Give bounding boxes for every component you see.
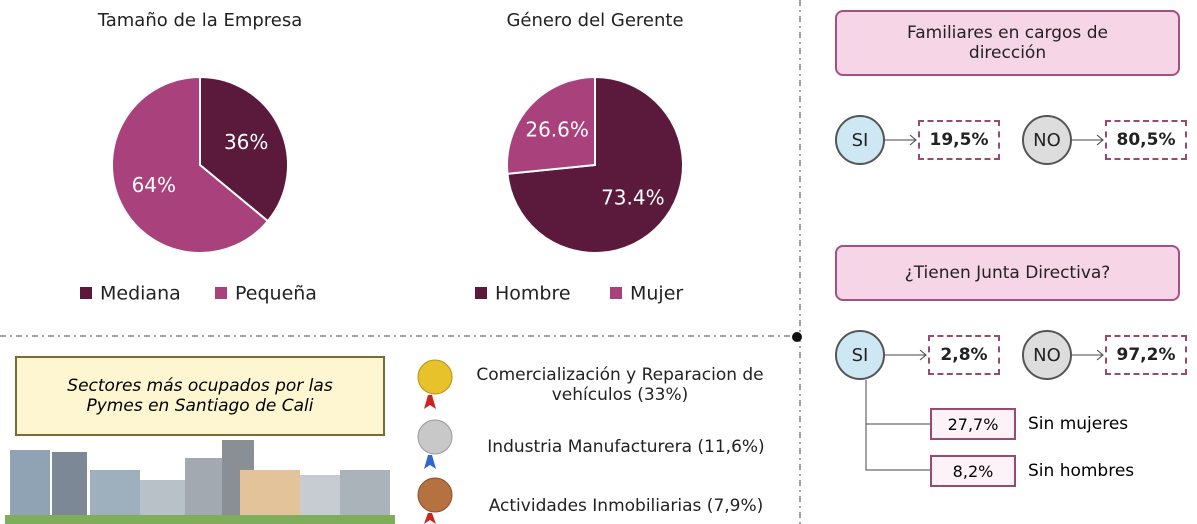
slice-label: 73.4% — [601, 186, 665, 210]
yes-circle: SI — [835, 115, 885, 165]
arrows — [865, 134, 1104, 471]
legend-swatch — [475, 287, 487, 299]
no-value: 80,5% — [1105, 120, 1187, 160]
yes-value: 2,8% — [928, 335, 1000, 375]
yes-value: 19,5% — [918, 120, 1000, 160]
chart-title: Tamaño de la Empresa — [97, 10, 303, 31]
sector: Actividades Inmobiliarias (7,9%) — [488, 496, 764, 516]
sub-label: Sin mujeres — [1028, 414, 1129, 434]
slice-label: 26.6% — [525, 117, 589, 141]
yes-circle: SI — [835, 330, 885, 380]
legend-label: Mujer — [630, 283, 683, 305]
sector: Comercialización y Reparacion de vehícul… — [476, 365, 764, 405]
sectors-title: Sectores más ocupados por las Pymes en S… — [15, 356, 385, 436]
dot — [792, 332, 802, 342]
sub-label: Sin hombres — [1028, 461, 1135, 481]
sector: Industria Manufacturera (11,6%) — [487, 437, 765, 457]
slice-label: 64% — [132, 173, 176, 197]
chart-title: Género del Gerente — [506, 10, 684, 31]
legend-swatch — [80, 287, 92, 299]
legend-label: Pequeña — [235, 283, 317, 305]
question: Familiares en cargos de dirección — [835, 10, 1180, 76]
sub-value: 27,7% — [930, 408, 1016, 440]
legend-swatch — [610, 287, 622, 299]
question: ¿Tienen Junta Directiva? — [835, 245, 1180, 301]
legend-label: Mediana — [100, 283, 181, 305]
pie-slice — [506, 75, 596, 175]
pie-slice — [199, 75, 289, 223]
pie-slice — [111, 75, 270, 254]
city — [5, 440, 395, 524]
medals — [417, 359, 453, 524]
no-circle: NO — [1022, 330, 1072, 380]
legend-label: Hombre — [495, 283, 571, 305]
no-value: 97,2% — [1105, 335, 1187, 375]
sub-value: 8,2% — [930, 455, 1016, 487]
no-circle: NO — [1022, 115, 1072, 165]
legend-swatch — [215, 287, 227, 299]
slice-label: 36% — [224, 130, 268, 154]
